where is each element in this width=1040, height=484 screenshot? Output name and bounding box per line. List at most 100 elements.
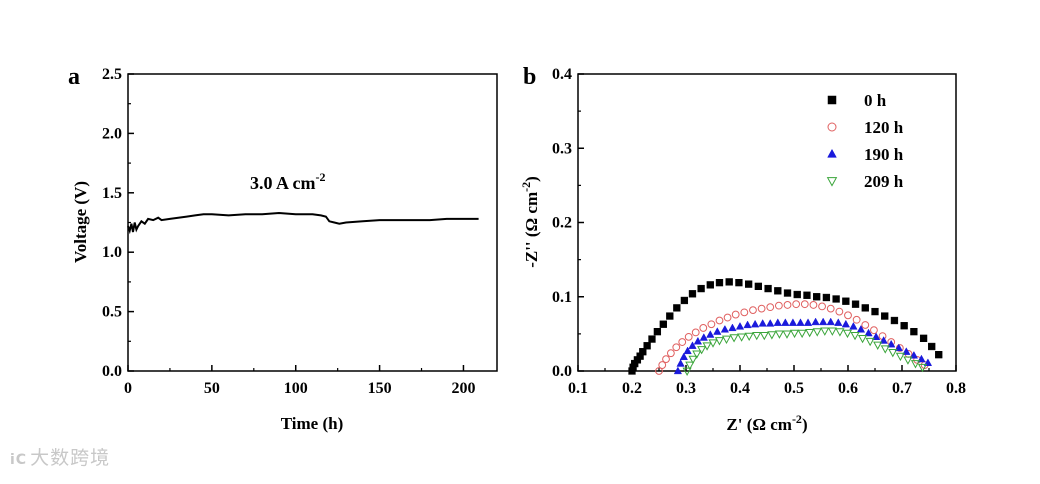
watermark-logo-icon: iC bbox=[10, 452, 28, 468]
data-point bbox=[865, 337, 875, 347]
data-point bbox=[844, 311, 852, 320]
data-point bbox=[773, 318, 782, 326]
data-point bbox=[653, 327, 662, 336]
data-point bbox=[820, 327, 830, 336]
y-tick-label-b: 0.4 bbox=[552, 66, 572, 83]
x-tick-label-b: 0.7 bbox=[892, 380, 912, 397]
data-point bbox=[655, 367, 663, 375]
data-point bbox=[676, 359, 685, 367]
data-point bbox=[673, 304, 681, 312]
data-point bbox=[702, 342, 712, 351]
data-point bbox=[928, 342, 936, 351]
data-point bbox=[842, 297, 850, 305]
data-point bbox=[789, 329, 800, 339]
data-point bbox=[903, 356, 913, 365]
data-point bbox=[888, 349, 898, 358]
data-point bbox=[659, 320, 667, 328]
data-point bbox=[856, 324, 866, 333]
data-point bbox=[740, 308, 749, 317]
data-point bbox=[797, 329, 807, 339]
data-point bbox=[662, 355, 670, 364]
data-point bbox=[895, 352, 905, 362]
x-axis-label-a: Time (h) bbox=[281, 414, 344, 433]
data-point bbox=[757, 304, 766, 313]
x-tick-label-a: 200 bbox=[451, 380, 475, 397]
data-point bbox=[832, 295, 840, 303]
data-point bbox=[639, 348, 647, 356]
y-tick-label-a: 2.5 bbox=[102, 66, 122, 83]
data-point bbox=[643, 342, 651, 350]
data-point bbox=[713, 327, 722, 335]
data-point bbox=[706, 281, 714, 289]
data-point bbox=[735, 322, 745, 330]
y-tick-label-b: 0.3 bbox=[552, 140, 572, 157]
data-point bbox=[851, 300, 860, 308]
data-point bbox=[850, 331, 860, 341]
data-point bbox=[688, 341, 697, 349]
data-point bbox=[826, 304, 835, 313]
data-point bbox=[648, 335, 656, 343]
legend: 0 h 120 h 190 h 209 h bbox=[826, 91, 904, 191]
data-point bbox=[697, 346, 707, 355]
panel-label-b: b bbox=[523, 64, 536, 90]
x-tick-label-b: 0.5 bbox=[784, 380, 804, 397]
legend-marker bbox=[827, 122, 837, 132]
y-tick-label-a: 0.5 bbox=[102, 304, 122, 321]
data-point bbox=[803, 291, 811, 299]
data-point bbox=[864, 328, 873, 337]
data-point bbox=[744, 280, 753, 288]
data-point bbox=[774, 301, 783, 310]
data-point bbox=[881, 312, 889, 320]
y-tick-label-b: 0.0 bbox=[552, 363, 572, 380]
data-point bbox=[688, 355, 698, 365]
data-point bbox=[803, 318, 813, 326]
data-point bbox=[744, 332, 754, 342]
data-point bbox=[818, 302, 826, 311]
data-point bbox=[811, 317, 820, 326]
data-point bbox=[679, 352, 689, 361]
data-point bbox=[752, 331, 762, 341]
data-point bbox=[919, 334, 928, 342]
y-tick-label-b: 0.2 bbox=[552, 215, 572, 232]
data-point bbox=[688, 290, 697, 298]
data-point bbox=[721, 335, 732, 345]
x-tick-label-b: 0.1 bbox=[568, 380, 588, 397]
y-tick-label-a: 2.0 bbox=[102, 125, 122, 142]
data-point bbox=[715, 316, 724, 325]
data-point bbox=[900, 322, 908, 330]
data-point bbox=[812, 328, 822, 337]
data-point bbox=[706, 330, 715, 338]
data-point bbox=[783, 289, 792, 297]
legend-marker bbox=[827, 148, 837, 158]
x-tick-label-b: 0.2 bbox=[622, 380, 642, 397]
data-point bbox=[873, 341, 883, 350]
data-point bbox=[754, 282, 763, 291]
data-point bbox=[774, 330, 785, 339]
data-point bbox=[693, 336, 703, 345]
data-point bbox=[684, 332, 693, 341]
data-point bbox=[737, 333, 747, 342]
data-point bbox=[890, 316, 899, 325]
data-point bbox=[781, 318, 790, 326]
data-point bbox=[682, 367, 692, 376]
data-point bbox=[861, 321, 870, 329]
data-point bbox=[827, 327, 837, 336]
axis-ticks-b: 0.1 0.2 0.3 0.4 0.5 0.6 0.7 0.80.00.10.20.30.4 bbox=[552, 66, 966, 397]
data-point bbox=[680, 296, 689, 305]
y-tick-label-b: 0.1 bbox=[552, 289, 572, 306]
data-point bbox=[822, 293, 831, 302]
data-point bbox=[666, 312, 674, 320]
data-point bbox=[800, 300, 809, 309]
x-tick-label-b: 0.4 bbox=[730, 380, 750, 397]
data-point bbox=[774, 287, 782, 295]
x-tick-label-b: 0.3 bbox=[676, 380, 696, 397]
data-point bbox=[792, 300, 801, 309]
x-tick-label-a: 0 bbox=[124, 380, 132, 397]
data-point bbox=[910, 360, 921, 369]
data-point bbox=[707, 320, 716, 329]
x-tick-label-a: 50 bbox=[204, 380, 220, 397]
data-point bbox=[805, 329, 815, 338]
data-point bbox=[880, 345, 890, 354]
data-point bbox=[788, 318, 798, 326]
data-point bbox=[685, 361, 695, 371]
